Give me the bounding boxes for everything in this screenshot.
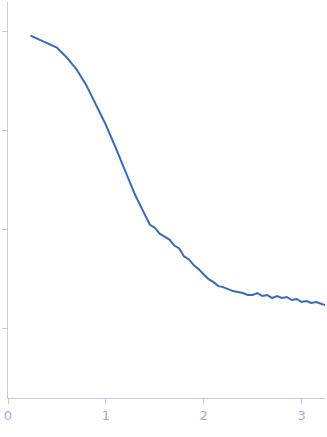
svg-text:0: 0 xyxy=(4,408,12,423)
svg-text:1: 1 xyxy=(102,408,110,423)
svg-text:2: 2 xyxy=(200,408,208,423)
svg-text:3: 3 xyxy=(297,408,305,423)
